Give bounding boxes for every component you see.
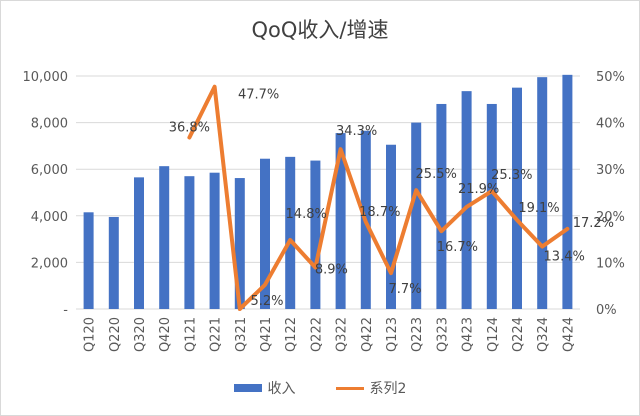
data-label: 14.8%: [286, 207, 327, 222]
bar: [159, 166, 170, 309]
x-tick-label: Q121: [183, 317, 198, 352]
data-label: 19.1%: [518, 201, 559, 216]
bar: [285, 156, 296, 309]
growth-line: [187, 84, 570, 311]
x-tick-label: Q422: [360, 317, 375, 352]
data-label: 7.7%: [388, 282, 421, 297]
data-label: 21.9%: [458, 182, 499, 197]
y-right-tick-label: 10%: [596, 256, 625, 271]
x-tick-label: Q223: [410, 317, 425, 352]
data-label: 17.2%: [573, 216, 614, 231]
data-label: 47.7%: [238, 88, 279, 103]
legend-item-growth[interactable]: 系列2: [335, 378, 407, 398]
x-tick-label: Q222: [309, 317, 324, 352]
x-tick-label: Q221: [209, 317, 224, 352]
chart-title: QoQ收入/增速: [251, 18, 389, 42]
bar: [184, 176, 195, 309]
legend-item-revenue[interactable]: 收入: [233, 378, 296, 398]
legend-swatch-bar: [233, 384, 262, 392]
bar: [134, 177, 144, 309]
x-tick-label: Q120: [83, 317, 98, 352]
y-right-tick-label: 20%: [596, 210, 625, 225]
x-tick-label: Q421: [259, 317, 274, 352]
y-left-tick-label: 2,000: [31, 256, 68, 271]
bar: [512, 87, 522, 310]
y-left-tick-label: 6,000: [31, 163, 68, 178]
bar: [335, 133, 346, 309]
data-label: 36.8%: [169, 121, 210, 136]
x-tick-label: Q122: [284, 317, 299, 352]
x-tick-label: Q424: [561, 317, 576, 352]
x-tick-label: Q420: [158, 317, 173, 352]
x-tick-label: Q423: [461, 317, 476, 352]
bar: [260, 158, 270, 309]
data-label: 16.7%: [437, 240, 478, 255]
y-right-tick-label: 0%: [596, 303, 617, 318]
bar: [537, 77, 548, 309]
bar: [108, 216, 119, 309]
data-label: 25.3%: [491, 168, 532, 183]
y-left-tick-label: 4,000: [31, 210, 68, 225]
y-right-tick-label: 30%: [596, 163, 625, 178]
data-label: 34.3%: [336, 124, 377, 139]
data-label: 13.4%: [544, 250, 585, 265]
bar: [461, 91, 472, 310]
x-tick-label: Q124: [486, 317, 501, 352]
bar: [386, 144, 396, 309]
chart-legend: 收入 系列2: [0, 378, 640, 398]
legend-swatch-line: [335, 386, 364, 390]
x-tick-label: Q322: [335, 317, 350, 352]
bar: [209, 172, 220, 309]
bar: [562, 74, 573, 310]
bar: [486, 103, 497, 310]
y-left-tick-label: 8,000: [31, 117, 68, 132]
data-label: 8.9%: [315, 263, 348, 278]
y-left-tick-label: 10,000: [23, 70, 69, 85]
data-label: 25.5%: [416, 167, 457, 182]
legend-label-revenue: 收入: [267, 381, 296, 397]
bar: [310, 160, 321, 309]
data-label: 5.2%: [250, 294, 283, 309]
x-tick-label: Q220: [108, 317, 123, 352]
x-tick-label: Q324: [536, 317, 551, 352]
bar: [411, 122, 422, 309]
bar: [234, 178, 245, 309]
y-left-tick-label: -: [63, 303, 68, 318]
bar: [436, 103, 447, 310]
bar: [83, 212, 94, 309]
x-tick-label: Q321: [234, 317, 249, 352]
x-tick-label: Q123: [385, 317, 400, 352]
y-right-tick-label: 50%: [596, 70, 625, 85]
y-right-tick-label: 40%: [596, 117, 625, 132]
legend-label-growth: 系列2: [369, 381, 407, 397]
x-tick-label: Q224: [511, 317, 526, 352]
data-label: 18.7%: [359, 205, 400, 220]
x-tick-label: Q323: [435, 317, 450, 352]
x-tick-label: Q320: [133, 317, 148, 352]
